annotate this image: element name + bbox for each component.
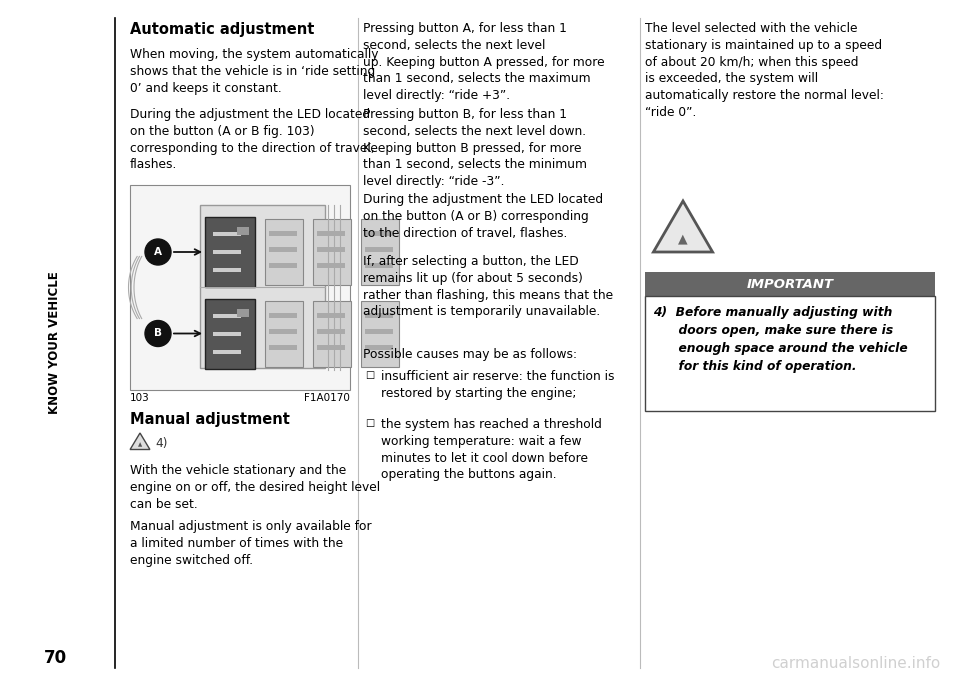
- Text: 4)  Before manually adjusting with
      doors open, make sure there is
      en: 4) Before manually adjusting with doors …: [653, 306, 907, 373]
- Bar: [213, 268, 241, 272]
- Bar: [361, 219, 399, 285]
- Text: 4): 4): [155, 438, 167, 451]
- Bar: [213, 232, 241, 236]
- Text: KNOW YOUR VEHICLE: KNOW YOUR VEHICLE: [49, 272, 61, 414]
- Bar: [365, 329, 393, 333]
- Bar: [265, 219, 303, 285]
- Text: □: □: [365, 370, 374, 380]
- Text: During the adjustment the LED located
on the button (A or B fig. 103)
correspond: During the adjustment the LED located on…: [130, 108, 374, 172]
- Text: 70: 70: [43, 649, 66, 667]
- Bar: [213, 331, 241, 335]
- Bar: [365, 344, 393, 349]
- Polygon shape: [654, 201, 712, 252]
- Bar: [645, 296, 935, 411]
- Bar: [365, 263, 393, 268]
- Bar: [237, 227, 249, 235]
- Text: 103: 103: [130, 393, 150, 403]
- Bar: [317, 247, 345, 252]
- Bar: [313, 219, 351, 285]
- Bar: [313, 300, 351, 366]
- Text: the system has reached a threshold
working temperature: wait a few
minutes to le: the system has reached a threshold worki…: [381, 418, 602, 482]
- Text: ▲: ▲: [678, 233, 687, 246]
- Text: F1A0170: F1A0170: [304, 393, 350, 403]
- Bar: [365, 231, 393, 236]
- Bar: [200, 205, 325, 368]
- Text: A: A: [154, 247, 162, 257]
- Text: carmanualsonline.info: carmanualsonline.info: [771, 656, 940, 671]
- Bar: [645, 272, 935, 296]
- Circle shape: [145, 239, 171, 265]
- Bar: [265, 300, 303, 366]
- Bar: [205, 298, 255, 368]
- Bar: [269, 329, 297, 333]
- Bar: [361, 300, 399, 366]
- Text: Pressing button A, for less than 1
second, selects the next level
up. Keeping bu: Pressing button A, for less than 1 secon…: [363, 22, 605, 102]
- Bar: [365, 247, 393, 252]
- Bar: [237, 309, 249, 316]
- Text: Automatic adjustment: Automatic adjustment: [130, 22, 314, 37]
- Text: Manual adjustment is only available for
a limited number of times with the
engin: Manual adjustment is only available for …: [130, 520, 372, 567]
- Bar: [269, 313, 297, 318]
- Text: Manual adjustment: Manual adjustment: [130, 412, 290, 427]
- Bar: [205, 217, 255, 287]
- Bar: [269, 247, 297, 252]
- Bar: [365, 313, 393, 318]
- Bar: [317, 313, 345, 318]
- Text: B: B: [154, 329, 162, 338]
- Bar: [317, 263, 345, 268]
- Text: When moving, the system automatically
shows that the vehicle is in ‘ride setting: When moving, the system automatically sh…: [130, 48, 378, 95]
- Text: If, after selecting a button, the LED
remains lit up (for about 5 seconds)
rathe: If, after selecting a button, the LED re…: [363, 255, 613, 318]
- Text: With the vehicle stationary and the
engine on or off, the desired height level
c: With the vehicle stationary and the engi…: [130, 464, 380, 510]
- Bar: [213, 314, 241, 318]
- Bar: [269, 344, 297, 349]
- Text: ▲: ▲: [138, 442, 142, 447]
- Text: Pressing button B, for less than 1
second, selects the next level down.
Keeping : Pressing button B, for less than 1 secon…: [363, 108, 587, 188]
- Text: Possible causes may be as follows:: Possible causes may be as follows:: [363, 348, 577, 361]
- Bar: [269, 231, 297, 236]
- Text: □: □: [365, 418, 374, 428]
- Polygon shape: [131, 433, 150, 449]
- Text: The level selected with the vehicle
stationary is maintained up to a speed
of ab: The level selected with the vehicle stat…: [645, 22, 884, 119]
- Bar: [213, 349, 241, 353]
- Circle shape: [145, 320, 171, 346]
- Bar: [317, 231, 345, 236]
- Bar: [317, 329, 345, 333]
- Text: During the adjustment the LED located
on the button (A or B) corresponding
to th: During the adjustment the LED located on…: [363, 193, 603, 239]
- Bar: [317, 344, 345, 349]
- Text: IMPORTANT: IMPORTANT: [747, 278, 833, 290]
- Text: insufficient air reserve: the function is
restored by starting the engine;: insufficient air reserve: the function i…: [381, 370, 614, 400]
- Bar: [269, 263, 297, 268]
- Bar: [213, 250, 241, 254]
- Bar: [130, 185, 350, 390]
